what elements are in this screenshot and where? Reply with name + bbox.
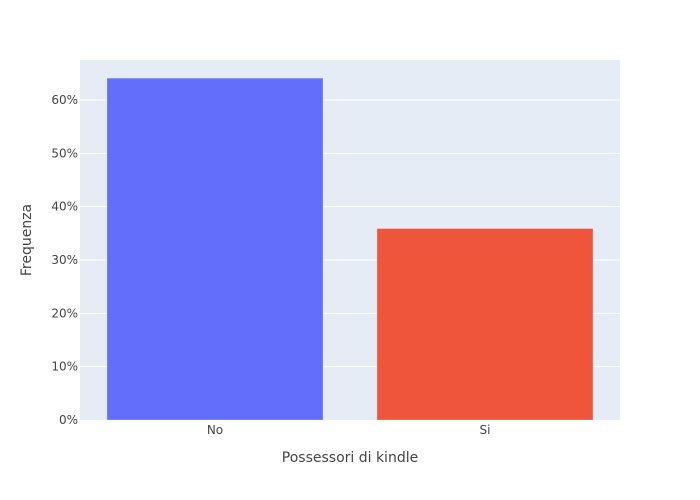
y-tick-label: 30% [51, 253, 78, 267]
bar-si [376, 228, 594, 421]
bar-no [106, 77, 324, 421]
bars [106, 77, 594, 421]
y-tick-labels: 0% 10% 20% 30% 40% 50% 60% [51, 93, 78, 427]
x-tick-label: No [207, 423, 223, 437]
y-tick-label: 10% [51, 360, 78, 374]
y-axis-title: Frequenza [19, 204, 35, 276]
x-tick-label: Si [480, 423, 491, 437]
y-tick-label: 50% [51, 146, 78, 160]
y-tick-label: 40% [51, 200, 78, 214]
x-tick-labels: No Si [207, 423, 491, 437]
y-tick-label: 20% [51, 306, 78, 320]
y-tick-label: 60% [51, 93, 78, 107]
x-axis-title: Possessori di kindle [282, 450, 418, 466]
y-tick-label: 0% [59, 413, 78, 427]
